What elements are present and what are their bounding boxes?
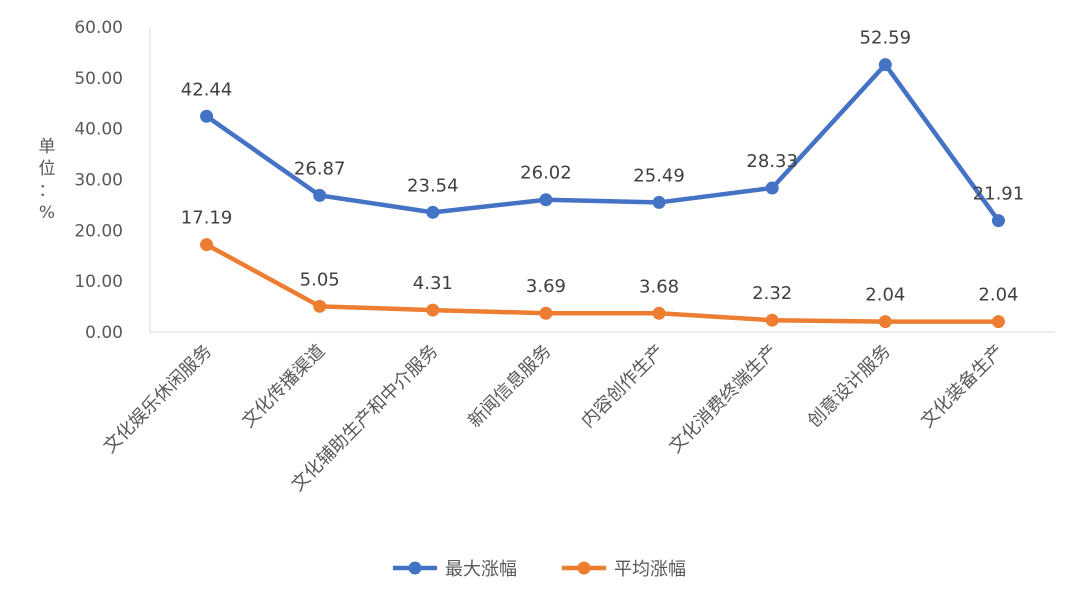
data-point — [426, 303, 440, 317]
series-line — [204, 62, 1001, 223]
y-axis-title: 单位：% — [39, 137, 56, 223]
data-point — [765, 181, 779, 195]
legend-label: 最大涨幅 — [445, 559, 517, 580]
data-point — [313, 188, 327, 202]
data-label: 25.49 — [633, 165, 685, 186]
data-label: 23.54 — [407, 175, 459, 196]
data-point — [878, 315, 892, 329]
data-label: 2.04 — [865, 285, 905, 306]
data-point — [200, 109, 214, 123]
y-tick-label: 50.00 — [74, 69, 123, 89]
data-point — [313, 299, 327, 313]
legend: 最大涨幅 平均涨幅 — [393, 559, 686, 580]
data-label: 21.91 — [973, 184, 1025, 205]
legend-label: 平均涨幅 — [614, 559, 686, 580]
data-label: 26.02 — [520, 163, 572, 184]
data-label: 4.31 — [413, 273, 453, 294]
data-point — [878, 58, 892, 72]
series-line — [204, 242, 1001, 324]
y-tick-label: 20.00 — [74, 221, 123, 241]
data-label: 26.87 — [294, 158, 346, 179]
data-point — [200, 238, 214, 252]
y-tick-label: 60.00 — [74, 18, 123, 38]
data-point — [991, 214, 1005, 228]
data-label: 3.69 — [526, 276, 566, 297]
data-point — [765, 313, 779, 327]
y-axis-ticks: 0.00 10.00 20.00 30.00 40.00 50.00 60.00 — [74, 18, 123, 343]
y-tick-label: 0.00 — [85, 323, 123, 343]
data-point — [426, 205, 440, 219]
data-point — [539, 193, 553, 207]
data-label: 3.68 — [639, 276, 679, 297]
y-tick-label: 40.00 — [74, 120, 123, 140]
x-tick-label: 文化娱乐休闲服务 — [99, 341, 216, 458]
x-tick-label: 文化传播渠道 — [238, 341, 329, 432]
data-label: 2.04 — [978, 285, 1018, 306]
y-tick-label: 30.00 — [74, 171, 123, 191]
x-tick-label: 文化消费终端生产 — [665, 341, 782, 458]
x-tick-label: 文化装备生产 — [917, 341, 1008, 432]
data-point — [652, 195, 666, 209]
legend-marker — [408, 561, 422, 575]
data-point — [539, 306, 553, 320]
x-tick-label: 新闻信息服务 — [464, 341, 555, 432]
y-tick-label: 10.00 — [74, 272, 123, 292]
data-point — [652, 306, 666, 320]
series-group: 42.44 26.87 23.54 26.02 25.49 28.33 52.59 21.91… — [181, 28, 1025, 329]
data-point — [991, 315, 1005, 329]
y-axis-label: 单位：% — [39, 137, 56, 223]
x-tick-label: 内容创作生产 — [577, 341, 668, 432]
data-label: 52.59 — [860, 28, 912, 49]
x-tick-label: 创意设计服务 — [804, 341, 895, 432]
data-label: 17.19 — [181, 208, 233, 229]
data-label: 5.05 — [300, 269, 340, 290]
data-label: 42.44 — [181, 79, 233, 100]
data-label: 2.32 — [752, 283, 792, 304]
data-label: 28.33 — [746, 151, 798, 172]
legend-marker — [577, 561, 591, 575]
